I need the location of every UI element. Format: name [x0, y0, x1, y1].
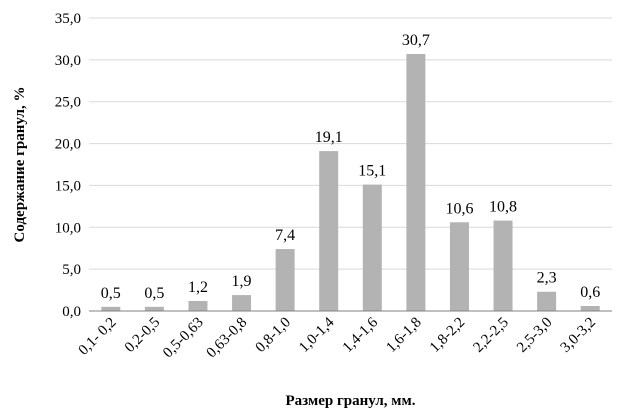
- data-label: 0,6: [580, 284, 600, 301]
- data-label: 10,8: [489, 199, 517, 216]
- bar: [319, 151, 339, 311]
- x-axis-title: Размер гранул, мм.: [286, 393, 416, 409]
- x-axis-ticks: 0,1- 0,2 0,2-0,50,5-0,630,63-0,8 0,8-1,0 1,…: [76, 314, 599, 361]
- bar: [493, 220, 513, 311]
- x-tick-label: 2,2-2,5: [471, 315, 512, 356]
- bar: [101, 306, 121, 311]
- x-tick-label: 1,0-1,4: [296, 314, 338, 356]
- bar: [406, 53, 426, 312]
- y-tick-label: 35,0: [55, 11, 81, 27]
- data-label: 30,7: [402, 32, 430, 49]
- gridlines: [89, 17, 612, 270]
- bar: [232, 295, 252, 311]
- y-tick-label: 30,0: [55, 53, 81, 69]
- y-tick-label: 5,0: [62, 262, 81, 278]
- bar: [188, 300, 208, 311]
- x-tick-label: 0,5-0,63: [160, 315, 207, 362]
- data-label: 10,6: [445, 200, 473, 217]
- data-label: 1,2: [188, 279, 208, 296]
- y-tick-label: 0,0: [62, 304, 81, 320]
- bar: [537, 291, 557, 311]
- x-tick-label: 0,8-1,0: [253, 315, 294, 356]
- data-label: 7,4: [275, 227, 295, 244]
- data-label: 19,1: [315, 129, 343, 146]
- y-tick-label: 20,0: [55, 137, 81, 153]
- y-axis-title: Содержание гранул, %: [12, 87, 28, 243]
- bar: [275, 249, 295, 311]
- data-label: 2,3: [537, 270, 557, 287]
- data-label: 0,5: [144, 285, 164, 302]
- x-tick-label: 3,0-3,2: [558, 315, 599, 356]
- y-tick-label: 15,0: [55, 178, 81, 194]
- x-tick-label: 2,5-3,0: [514, 315, 555, 356]
- data-label: 1,9: [232, 273, 252, 290]
- y-tick-label: 25,0: [55, 95, 81, 111]
- data-label: 0,5: [101, 285, 121, 302]
- bar: [580, 305, 600, 311]
- x-tick-label: 0,2-0,5: [122, 315, 163, 356]
- x-tick-label: 0,1- 0,2: [76, 315, 120, 359]
- bar: [449, 222, 469, 311]
- data-label: 15,1: [358, 163, 386, 180]
- x-tick-label: 1,4-1,6: [340, 314, 382, 356]
- y-axis-ticks: 0,0 5,0 10,0 15,0 20,0 25,0 30,0 35,0: [55, 11, 81, 320]
- y-tick-label: 10,0: [55, 220, 81, 236]
- x-tick-label: 0,63-0,8: [204, 315, 251, 362]
- bar: [362, 184, 382, 311]
- bars: [101, 53, 600, 312]
- x-tick-label: 1,8-2,2: [427, 315, 468, 356]
- data-labels: 0,5 0,5 1,2 1,9 7,4 19,1 15,1 30,7 10,6 10,8 2,3 0,…: [101, 32, 600, 302]
- bar: [144, 306, 164, 311]
- x-tick-label: 1,6-1,8: [383, 315, 424, 356]
